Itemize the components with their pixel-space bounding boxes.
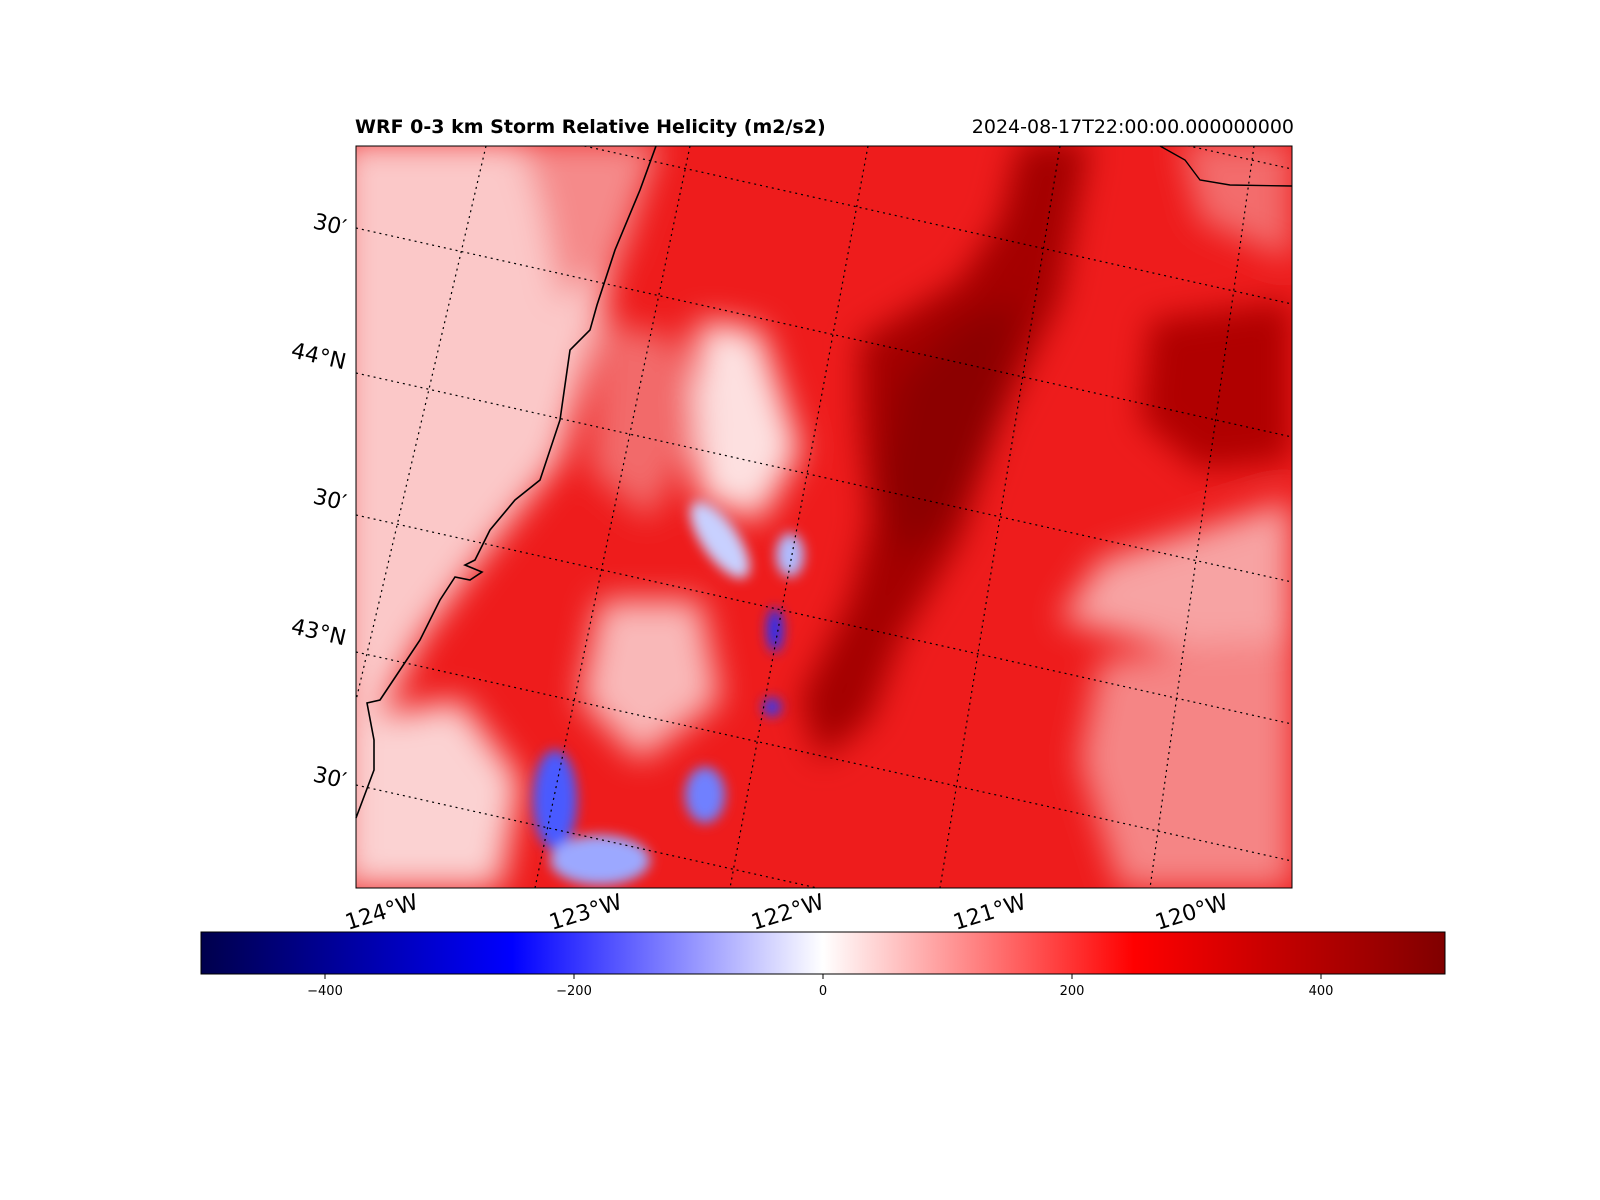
colorbar-ticks (324, 974, 1322, 979)
map-title: WRF 0-3 km Storm Relative Helicity (m2/s… (355, 116, 826, 138)
lon-label: 124°W (342, 890, 421, 936)
helicity-field (356, 146, 1292, 888)
coastline (355, 145, 657, 819)
map-timestamp: 2024-08-17T22:00:00.000000000 (971, 116, 1294, 138)
colorbar (200, 931, 1446, 975)
lon-label: 122°W (748, 890, 827, 936)
lon-label: 120°W (1152, 890, 1231, 936)
colorbar-tick-label: 0 (819, 984, 827, 999)
lat-label: 30′ (311, 762, 349, 794)
lat-label: 30′ (311, 209, 349, 241)
lat-label: 30′ (311, 484, 349, 516)
lon-label: 121°W (950, 890, 1029, 936)
map-frame (355, 145, 1293, 889)
colorbar-tick-label: −400 (307, 984, 343, 999)
colorbar-tick-label: −200 (556, 984, 592, 999)
lat-label: 44°N (289, 338, 349, 375)
state-border (1159, 145, 1293, 187)
lon-label: 123°W (546, 890, 625, 936)
graticule (356, 146, 1292, 888)
lat-label: 43°N (289, 614, 349, 651)
colorbar-tick-label: 200 (1060, 984, 1085, 999)
colorbar-tick-label: 400 (1309, 984, 1334, 999)
